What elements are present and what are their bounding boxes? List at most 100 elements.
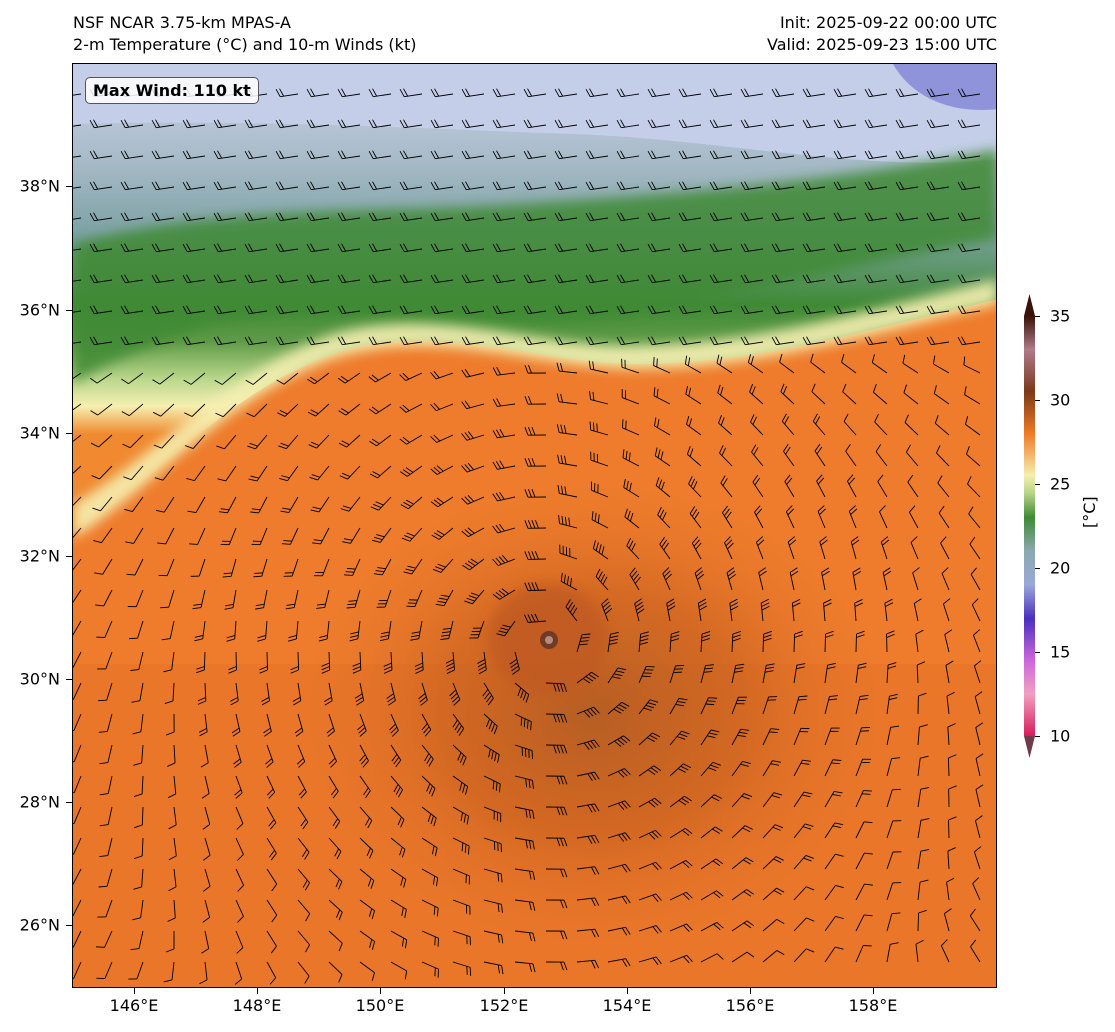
wind-barb-feather: [257, 638, 266, 642]
wind-barb-feather: [556, 362, 560, 372]
wind-barb-feather: [681, 797, 690, 804]
wind-barb-feather: [616, 336, 622, 345]
wind-barb-feather: [689, 506, 696, 514]
wind-barb-shaft: [528, 93, 547, 98]
wind-barb-feather: [678, 88, 684, 97]
wind-barb-feather: [647, 769, 656, 776]
wind-barb-shaft: [204, 930, 210, 949]
wind-barb-feather: [677, 768, 686, 773]
wind-barb-feather: [585, 336, 591, 345]
wind-barb-shaft: [107, 775, 113, 794]
wind-barb-feather: [678, 800, 687, 806]
wind-barb-feather: [461, 497, 468, 505]
wind-barb-shaft: [266, 775, 276, 793]
wind-barb-feather: [305, 944, 310, 953]
wind-barb-feather: [816, 474, 823, 482]
wind-barb-feather: [430, 212, 436, 221]
wind-barb-feather: [658, 479, 663, 488]
wind-barb-feather: [721, 447, 727, 456]
wind-barb-feather: [554, 336, 560, 345]
wind-barb-shaft: [156, 248, 175, 253]
wind-barb-shaft: [73, 527, 82, 539]
wind-barb-shaft: [466, 124, 485, 129]
wind-barb-feather: [826, 666, 836, 670]
wind-barb-shaft: [590, 429, 609, 436]
wind-barb-shaft: [652, 124, 671, 129]
wind-barb-feather: [341, 305, 347, 314]
wind-barb-feather: [948, 785, 957, 790]
wind-barb-feather: [590, 804, 597, 813]
wind-barb-shaft: [879, 511, 888, 529]
wind-barb-feather: [341, 440, 350, 446]
wind-barb-feather: [713, 892, 721, 899]
wind-barb-feather: [975, 753, 984, 759]
wind-barb-feather: [133, 793, 143, 798]
wind-barb-shaft: [472, 589, 485, 605]
wind-barb-shaft: [576, 739, 595, 746]
wind-barb-feather: [462, 564, 470, 571]
wind-barb-feather: [89, 243, 95, 252]
wind-barb-feather: [89, 119, 95, 128]
wind-barb-feather: [217, 274, 223, 283]
wind-barb-feather: [620, 274, 626, 283]
wind-barb-feather: [589, 181, 595, 190]
wind-barb-feather: [620, 88, 626, 97]
wind-barb-feather: [886, 633, 895, 638]
wind-barb-shaft: [466, 155, 485, 160]
wind-barb-shaft: [942, 603, 950, 622]
wind-barb-feather: [651, 274, 657, 283]
wind-barb-feather: [309, 476, 318, 481]
wind-barb-feather: [492, 780, 495, 790]
wind-barb-feather: [527, 458, 532, 467]
wind-barb-shaft: [691, 543, 702, 560]
wind-barb-feather: [694, 567, 702, 574]
wind-barb-shaft: [379, 527, 392, 543]
wind-barb-feather: [350, 631, 359, 635]
wind-barb-feather: [73, 977, 74, 979]
wind-barb-feather: [250, 511, 259, 514]
wind-barb-shaft: [346, 434, 361, 448]
wind-barb-feather: [125, 541, 134, 544]
wind-barb-feather: [366, 847, 371, 857]
wind-barb-feather: [819, 508, 826, 515]
wind-barb-feather: [698, 602, 707, 608]
wind-barb-feather: [259, 666, 268, 671]
wind-barb-feather: [528, 870, 532, 880]
wind-barb-shaft: [342, 124, 361, 129]
wind-barb-feather: [379, 638, 389, 642]
wind-barb-feather: [558, 212, 564, 221]
wind-barb-shaft: [528, 155, 547, 160]
wind-barb-feather: [423, 726, 430, 734]
wind-barb-feather: [368, 119, 374, 128]
wind-barb-feather: [654, 797, 662, 805]
wind-barb-feather: [368, 305, 374, 314]
wind-barb-feather: [627, 510, 631, 520]
wind-barb-feather: [151, 305, 157, 314]
wind-barb-shaft: [94, 248, 113, 253]
wind-barb-feather: [308, 444, 317, 449]
wind-barb-feather: [781, 413, 787, 422]
wind-barb-feather: [554, 181, 560, 190]
wind-barb-shaft: [73, 899, 82, 917]
wind-barb-shaft: [377, 465, 392, 479]
wind-barb-shaft: [173, 837, 177, 856]
wind-barb-feather: [620, 336, 626, 345]
wind-barb-feather: [868, 88, 874, 97]
wind-barb-shaft: [324, 589, 330, 608]
wind-barb-feather: [153, 444, 162, 449]
wind-barb-shaft: [607, 863, 626, 870]
wind-barb-feather: [371, 910, 375, 919]
wind-barb-feather: [557, 454, 560, 464]
wind-barb-feather: [961, 305, 967, 314]
map-panel[interactable]: [72, 63, 997, 988]
wind-barb-feather: [393, 756, 400, 765]
wind-barb-feather: [656, 358, 658, 368]
wind-barb-shaft: [666, 603, 671, 622]
wind-barb-feather: [402, 372, 410, 380]
wind-barb-feather: [957, 119, 963, 128]
wind-barb-shaft: [657, 514, 671, 529]
wind-barb-feather: [337, 377, 346, 384]
wind-barb-feather: [842, 383, 847, 393]
wind-barb-feather: [512, 669, 520, 675]
wind-barb-shaft: [375, 372, 392, 383]
